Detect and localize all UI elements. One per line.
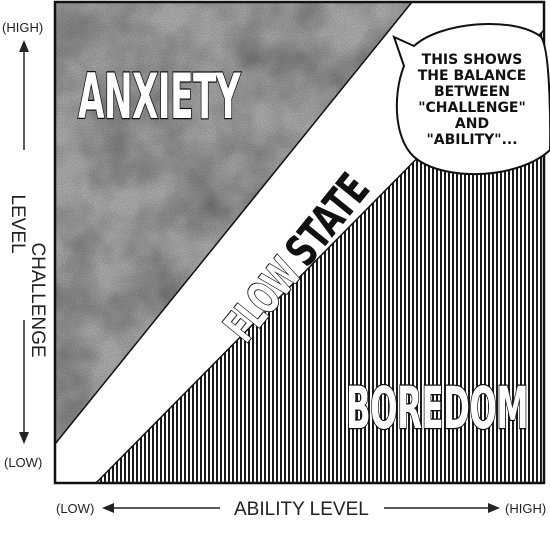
flow-upper-edge <box>54 1 413 445</box>
bubble-line-6: "ABILITY"... <box>426 132 517 148</box>
speech-bubble: THIS SHOWS THE BALANCE BETWEEN "CHALLENG… <box>392 22 550 176</box>
chart-frame <box>53 0 546 485</box>
x-axis: (LOW) ABILITY LEVEL (HIGH) <box>56 499 546 520</box>
bubble-line-3: BETWEEN <box>434 84 510 100</box>
y-low-label: (LOW) <box>4 455 42 470</box>
boredom-label: BOREDOM <box>346 374 528 442</box>
x-high-label: (HIGH) <box>505 501 546 516</box>
x-axis-title: ABILITY LEVEL <box>234 499 369 520</box>
x-arrow-right-icon <box>488 503 500 513</box>
bubble-line-4: "CHALLENGE" <box>418 100 526 116</box>
y-high-label: (HIGH) <box>2 20 43 35</box>
anxiety-label: ANXIETY <box>78 60 241 133</box>
y-axis: (HIGH) CHALLENGE LEVEL (LOW) <box>2 20 48 470</box>
bubble-line-2: THE BALANCE <box>418 68 527 84</box>
x-low-label: (LOW) <box>56 501 94 516</box>
bubble-line-1: THIS SHOWS <box>422 52 523 68</box>
y-arrow-down-icon <box>19 432 29 444</box>
y-axis-title-line1: CHALLENGE <box>27 242 48 357</box>
y-arrow-up-icon <box>19 40 29 52</box>
x-arrow-left-icon <box>102 503 114 513</box>
bubble-line-5: AND <box>455 116 489 132</box>
y-axis-title-line2: LEVEL <box>7 194 28 253</box>
